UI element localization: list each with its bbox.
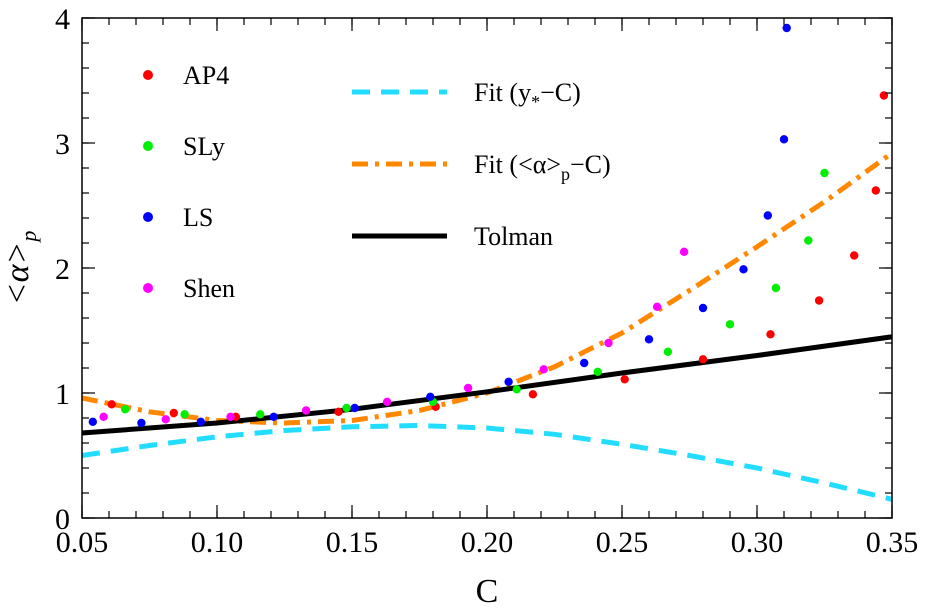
data-point-shen xyxy=(301,406,311,415)
x-tick-label: 0.15 xyxy=(326,526,379,559)
legend-label-shen: Shen xyxy=(183,274,235,303)
data-point-ls xyxy=(779,135,789,144)
data-point-sly xyxy=(180,410,189,419)
y-axis-label: <α>p xyxy=(0,231,41,306)
legend-label-sly: SLy xyxy=(183,132,225,161)
data-point-sly xyxy=(663,347,673,356)
y-tick-label: 3 xyxy=(55,128,70,161)
data-point-ls xyxy=(426,392,435,401)
data-point-ap4 xyxy=(334,407,343,416)
data-point-sly xyxy=(820,168,829,178)
legend-label-ls: LS xyxy=(183,203,213,232)
series-line-6 xyxy=(81,334,893,436)
series-line-4 xyxy=(81,422,893,502)
x-tick-label: 0.10 xyxy=(191,526,244,559)
data-point-ap4 xyxy=(169,408,178,418)
data-point-ap4 xyxy=(850,251,859,260)
y-tick-label: 2 xyxy=(55,253,70,286)
y-tick-label: 0 xyxy=(55,503,70,536)
data-point-shen xyxy=(539,365,548,374)
legend: AP4 SLy LS Shen Fit (y*−C) Fit (<α>p−C) Tolman xyxy=(143,61,611,303)
data-point-sly xyxy=(725,320,735,329)
y-axis-label-subscript: p xyxy=(16,231,41,244)
data-point-shen xyxy=(604,338,613,348)
data-point-ls xyxy=(580,358,589,368)
data-point-ls xyxy=(88,417,98,426)
data-point-shen xyxy=(463,383,473,393)
data-point-sly xyxy=(593,367,602,376)
data-point-ap4 xyxy=(620,375,629,384)
data-point-ls xyxy=(504,377,513,386)
legend-label-ap4: AP4 xyxy=(183,61,229,90)
axis-ticks: 0.05 0.10 0.15 0.20 0.25 0.30 0.35 0 1 2 3 4 xyxy=(55,3,918,559)
data-point-ls xyxy=(644,335,654,344)
data-point-ls xyxy=(698,303,708,313)
legend-marker-ap4 xyxy=(143,70,153,80)
data-point-ap4 xyxy=(698,355,708,364)
legend-label-6: Tolman xyxy=(474,222,553,251)
data-point-ls xyxy=(350,403,359,413)
y-tick-label: 1 xyxy=(55,378,70,411)
legend-label-5: Fit (<α>p−C) xyxy=(474,150,611,184)
x-tick-label: 0.35 xyxy=(866,526,919,559)
data-point-shen xyxy=(382,397,392,406)
data-point-ap4 xyxy=(871,186,880,195)
data-point-ls xyxy=(739,265,748,274)
legend-marker-sly xyxy=(143,141,153,151)
data-point-shen xyxy=(226,412,235,421)
y-axis-label-main: <α> xyxy=(0,242,36,306)
data-point-ls xyxy=(782,23,791,33)
data-point-sly xyxy=(121,405,130,414)
data-point-shen xyxy=(679,247,689,256)
data-point-ls xyxy=(269,412,278,421)
data-point-ls xyxy=(763,211,772,220)
data-point-sly xyxy=(771,283,781,293)
x-axis-label: C xyxy=(476,573,499,610)
x-tick-label: 0.30 xyxy=(731,526,784,559)
data-point-ap4 xyxy=(107,400,116,409)
y-tick-label: 4 xyxy=(55,3,70,36)
data-point-sly xyxy=(342,403,351,413)
data-point-ls xyxy=(137,418,146,428)
data-point-ap4 xyxy=(766,330,775,339)
data-point-sly xyxy=(804,236,813,245)
data-point-ls xyxy=(196,417,205,426)
legend-marker-ls xyxy=(143,212,153,222)
plot-area xyxy=(81,23,894,502)
legend-marker-shen xyxy=(143,283,153,293)
data-point-shen xyxy=(652,302,662,311)
data-point-shen xyxy=(99,412,108,421)
data-point-shen xyxy=(161,415,170,424)
x-tick-label: 0.25 xyxy=(596,526,649,559)
x-tick-label: 0.05 xyxy=(56,526,109,559)
data-point-ap4 xyxy=(814,296,824,305)
x-tick-label: 0.20 xyxy=(461,526,514,559)
data-point-ap4 xyxy=(528,390,538,399)
data-point-sly xyxy=(256,410,265,419)
legend-label-4: Fit (y*−C) xyxy=(474,78,581,112)
data-point-sly xyxy=(512,385,521,394)
